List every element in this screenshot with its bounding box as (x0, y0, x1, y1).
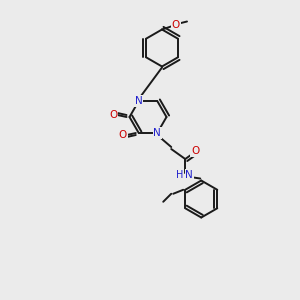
Text: O: O (191, 146, 200, 156)
Text: H: H (176, 170, 183, 180)
Text: N: N (153, 128, 161, 138)
Text: O: O (110, 110, 118, 120)
Text: N: N (185, 170, 193, 180)
Text: N: N (135, 96, 142, 106)
Text: O: O (172, 20, 180, 29)
Text: O: O (118, 130, 127, 140)
